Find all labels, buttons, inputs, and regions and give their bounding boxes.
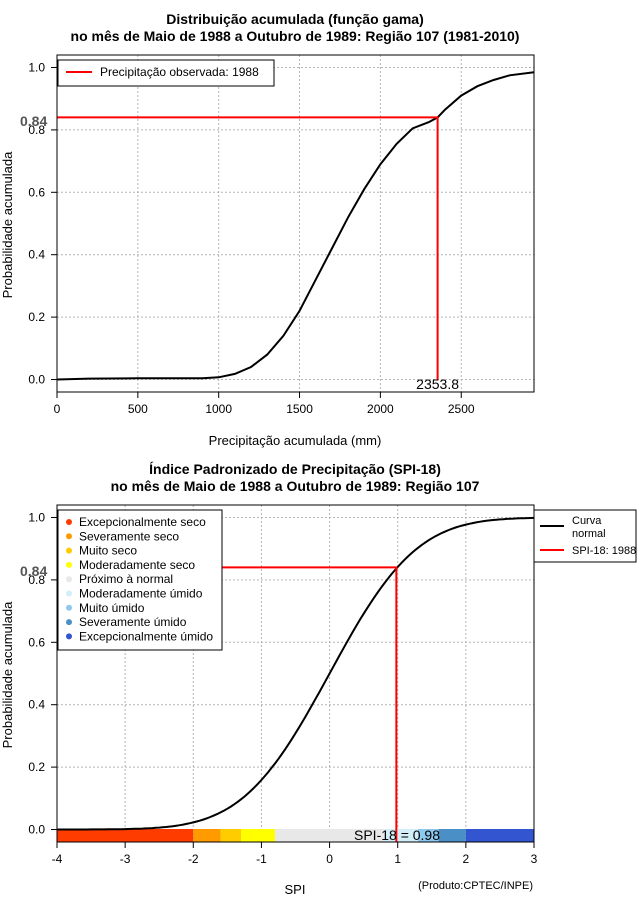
c2-xtick-label: -4 bbox=[52, 852, 63, 866]
chart2-ylabel: Probabilidade acumulada bbox=[0, 601, 15, 748]
spi-band bbox=[220, 829, 241, 842]
chart2-title-line2: no mês de Maio de 1988 a Outubro de 1989… bbox=[111, 478, 480, 494]
category-legend-label: Severamente úmido bbox=[79, 615, 187, 629]
c2-xtick-label: 3 bbox=[531, 852, 538, 866]
category-legend-dot bbox=[66, 633, 72, 640]
spi-band bbox=[465, 829, 534, 842]
category-legend-label: Excepcionalmente seco bbox=[79, 515, 206, 529]
c1-xtick-label: 2500 bbox=[448, 402, 475, 416]
spi-band bbox=[438, 829, 466, 842]
c2-ytick-label: 0.4 bbox=[28, 698, 45, 712]
chart1-ylabel: Probabilidade acumulada bbox=[0, 151, 15, 298]
chart2-category-legend-box bbox=[57, 509, 223, 651]
category-legend-dot bbox=[66, 619, 72, 626]
chart2-normal-curve bbox=[57, 516, 535, 831]
category-legend-dot bbox=[66, 604, 72, 611]
chart1-prob-label: 0.84 bbox=[20, 113, 47, 129]
chart1-legend: Precipitação observada: 1988 bbox=[57, 59, 275, 87]
chart1-legend-box bbox=[57, 59, 275, 87]
category-legend-label: Próximo à normal bbox=[79, 572, 173, 586]
category-legend-label: Muito seco bbox=[79, 544, 137, 558]
spi-band bbox=[275, 829, 385, 842]
chart2-series-legend: Curva normal SPI-18: 1988 bbox=[533, 509, 637, 563]
chart2-plot-frame bbox=[56, 504, 535, 843]
category-legend-dot bbox=[66, 547, 72, 554]
c2-xtick-label: -2 bbox=[188, 852, 199, 866]
chart2-legend-curve-line2: normal bbox=[572, 528, 606, 540]
chart1-ticks: 0 500 1000 1500 2000 2500 0.0 0.2 0.4 0.6 0.8 1.0 bbox=[28, 60, 475, 416]
chart2-ticks: -4 -3 -2 -1 0 1 2 3 0.0 0.2 0.4 0.6 0.8 1.0 bbox=[28, 510, 537, 866]
c1-ytick-label: 0.4 bbox=[28, 248, 45, 262]
spi-band bbox=[193, 829, 221, 842]
c1-ytick-label: 1.0 bbox=[28, 60, 45, 74]
c1-xtick-label: 1500 bbox=[286, 402, 313, 416]
chart2-category-bar bbox=[57, 829, 534, 842]
chart2-legend-spi-label: SPI-18: 1988 bbox=[572, 545, 636, 557]
chart1-observed-value-label: 2353.8 bbox=[416, 376, 459, 392]
c2-ytick-label: 0.6 bbox=[28, 635, 45, 649]
c1-xtick-label: 500 bbox=[128, 402, 148, 416]
chart1-observed-marker bbox=[57, 116, 439, 380]
c1-ytick-label: 0.8 bbox=[28, 123, 45, 137]
chart2-xlabel: SPI bbox=[285, 882, 306, 897]
c1-ytick-label: 0.0 bbox=[28, 373, 45, 387]
spi-band bbox=[240, 829, 276, 842]
c1-xtick-label: 0 bbox=[54, 402, 61, 416]
c1-xtick-label: 2000 bbox=[367, 402, 394, 416]
c2-ytick-label: 0.8 bbox=[28, 573, 45, 587]
chart1-title-line2: no mês de Maio de 1988 a Outubro de 1989… bbox=[71, 28, 520, 44]
chart2-spi-value-label: SPI-18 = 0.98 bbox=[354, 827, 440, 843]
category-legend-label: Muito úmido bbox=[79, 601, 145, 615]
c2-xtick-label: 2 bbox=[463, 852, 470, 866]
category-legend-dot bbox=[66, 519, 72, 525]
chart1-xlabel: Precipitação acumulada (mm) bbox=[209, 433, 382, 448]
chart2-title-line1: Índice Padronizado de Precipitação (SPI-… bbox=[149, 461, 441, 477]
credit-label: (Produto:CPTEC/INPE) bbox=[418, 880, 533, 892]
chart1-legend-label: Precipitação observada: 1988 bbox=[100, 65, 259, 79]
category-legend-dot bbox=[66, 533, 72, 540]
spi-band bbox=[418, 829, 439, 842]
chart1-cdf-curve bbox=[56, 71, 535, 381]
chart1-grid bbox=[56, 55, 534, 392]
category-legend-dot bbox=[66, 561, 72, 568]
c2-xtick-label: 0 bbox=[326, 852, 333, 866]
category-legend-label: Moderadamente seco bbox=[79, 558, 195, 572]
c1-xtick-label: 1000 bbox=[205, 402, 232, 416]
category-legend-label: Excepcionalmente úmido bbox=[79, 629, 213, 643]
chart1-title-line1: Distribuição acumulada (função gama) bbox=[166, 11, 424, 27]
c2-xtick-label: -3 bbox=[120, 852, 131, 866]
category-legend-dot bbox=[66, 576, 72, 583]
spi-band bbox=[57, 829, 194, 842]
spi-band bbox=[384, 829, 419, 842]
category-legend-label: Severamente seco bbox=[79, 529, 179, 543]
c2-ytick-label: 0.0 bbox=[28, 823, 45, 837]
c2-xtick-label: -1 bbox=[256, 852, 267, 866]
c2-xtick-label: 1 bbox=[394, 852, 401, 866]
chart-spi: Índice Padronizado de Precipitação (SPI-… bbox=[0, 461, 637, 897]
category-legend-label: Moderadamente úmido bbox=[79, 587, 203, 601]
category-legend-dot bbox=[66, 590, 72, 597]
chart2-series-legend-box bbox=[533, 509, 637, 563]
c1-ytick-label: 0.2 bbox=[28, 310, 45, 324]
chart-gamma-cdf: Distribuição acumulada (função gama) no … bbox=[0, 11, 535, 448]
chart2-prob-label: 0.84 bbox=[20, 563, 47, 579]
chart2-legend-curve-line1: Curva bbox=[572, 515, 602, 527]
c2-ytick-label: 1.0 bbox=[28, 510, 45, 524]
chart1-plot-frame bbox=[56, 54, 535, 393]
c2-ytick-label: 0.2 bbox=[28, 760, 45, 774]
c1-ytick-label: 0.6 bbox=[28, 185, 45, 199]
